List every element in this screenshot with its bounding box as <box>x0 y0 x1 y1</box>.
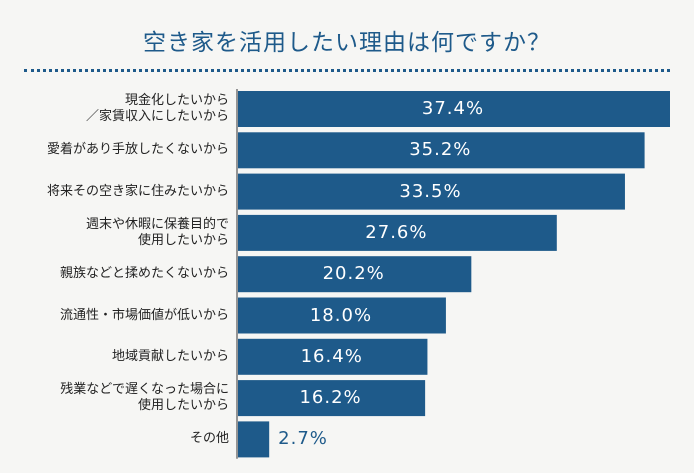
bar <box>238 214 557 251</box>
bar <box>238 297 446 334</box>
bar <box>238 91 670 127</box>
value-label: 18.0% <box>309 304 373 326</box>
bar <box>238 338 428 375</box>
title-divider <box>24 69 670 72</box>
category-label: 週末や休暇に保養目的で 使用したいから <box>85 216 229 248</box>
bar <box>238 256 472 293</box>
value-label: 2.7% <box>278 428 328 450</box>
category-label: 将来その空き家に住みたいから <box>46 183 229 199</box>
bar <box>238 173 625 210</box>
bar <box>238 380 426 417</box>
category-label: 残業などで遅くなった場合に 使用したいから <box>60 382 229 414</box>
value-label: 16.2% <box>299 387 362 409</box>
category-label: 流通性・市場価値が低いから <box>59 307 229 323</box>
category-label: 地域貢献したいから <box>111 348 229 364</box>
category-label: 親族などと揉めたくないから <box>59 266 229 282</box>
value-label: 16.4% <box>300 345 363 367</box>
value-label: 33.5% <box>399 180 462 202</box>
category-label: その他 <box>189 431 229 447</box>
value-label: 37.4% <box>421 98 485 119</box>
value-label: 35.2% <box>409 139 472 161</box>
value-label: 27.6% <box>365 221 428 243</box>
bar <box>238 132 645 169</box>
category-label: 現金化したいから ／家賃収入にしたいから <box>85 93 229 124</box>
chart-title: 空き家を活用したい理由は何ですか？ <box>143 30 551 56</box>
category-label: 愛着があり手放したくないから <box>46 142 229 158</box>
value-label: 20.2% <box>322 263 385 285</box>
bar <box>238 421 270 458</box>
